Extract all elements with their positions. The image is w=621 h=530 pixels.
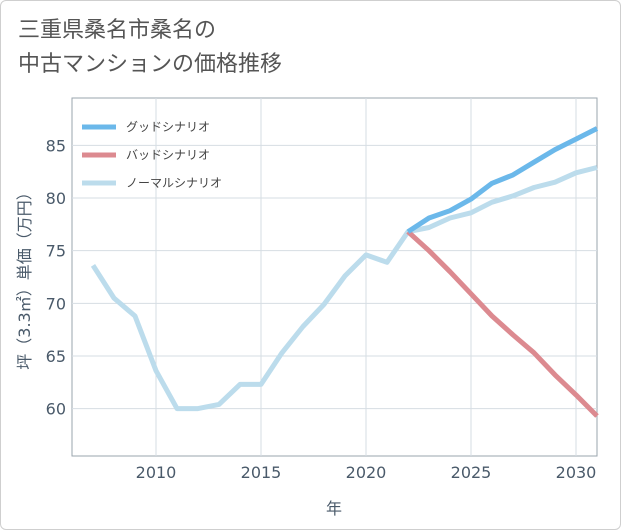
plot-area — [71, 97, 598, 457]
y-axis-title: 坪（3.3㎡）単価（万円） — [15, 184, 34, 369]
x-tick-label: 2015 — [241, 463, 282, 482]
series-line-1 — [406, 229, 599, 418]
y-tick-label: 70 — [46, 294, 66, 313]
series-line-2 — [90, 165, 598, 412]
x-tick-label: 2030 — [556, 463, 597, 482]
series-line-0 — [406, 126, 599, 234]
y-tick-label: 80 — [46, 189, 66, 208]
y-tick-label: 65 — [46, 347, 66, 366]
x-tick-label: 2020 — [346, 463, 387, 482]
chart-title: 三重県桑名市桑名の 中古マンションの価格推移 — [18, 14, 282, 82]
chart-title-line-1: 三重県桑名市桑名の — [18, 18, 217, 43]
y-tick-label: 60 — [46, 400, 66, 419]
y-tick-label: 75 — [46, 242, 66, 261]
series-lines — [90, 126, 599, 418]
legend-label: バッドシナリオ — [126, 148, 210, 162]
tick-labels: 2010 2015 2020 2025 2030 60 65 70 75 80 85 — [46, 136, 597, 482]
legend-label: ノーマルシナリオ — [126, 176, 222, 190]
y-tick-label: 85 — [46, 136, 66, 155]
x-axis-title: 年 — [326, 499, 342, 518]
x-tick-label: 2010 — [136, 463, 177, 482]
chart-title-line-2: 中古マンションの価格推移 — [18, 52, 283, 77]
x-tick-label: 2025 — [451, 463, 492, 482]
legend-label: グッドシナリオ — [126, 120, 210, 134]
